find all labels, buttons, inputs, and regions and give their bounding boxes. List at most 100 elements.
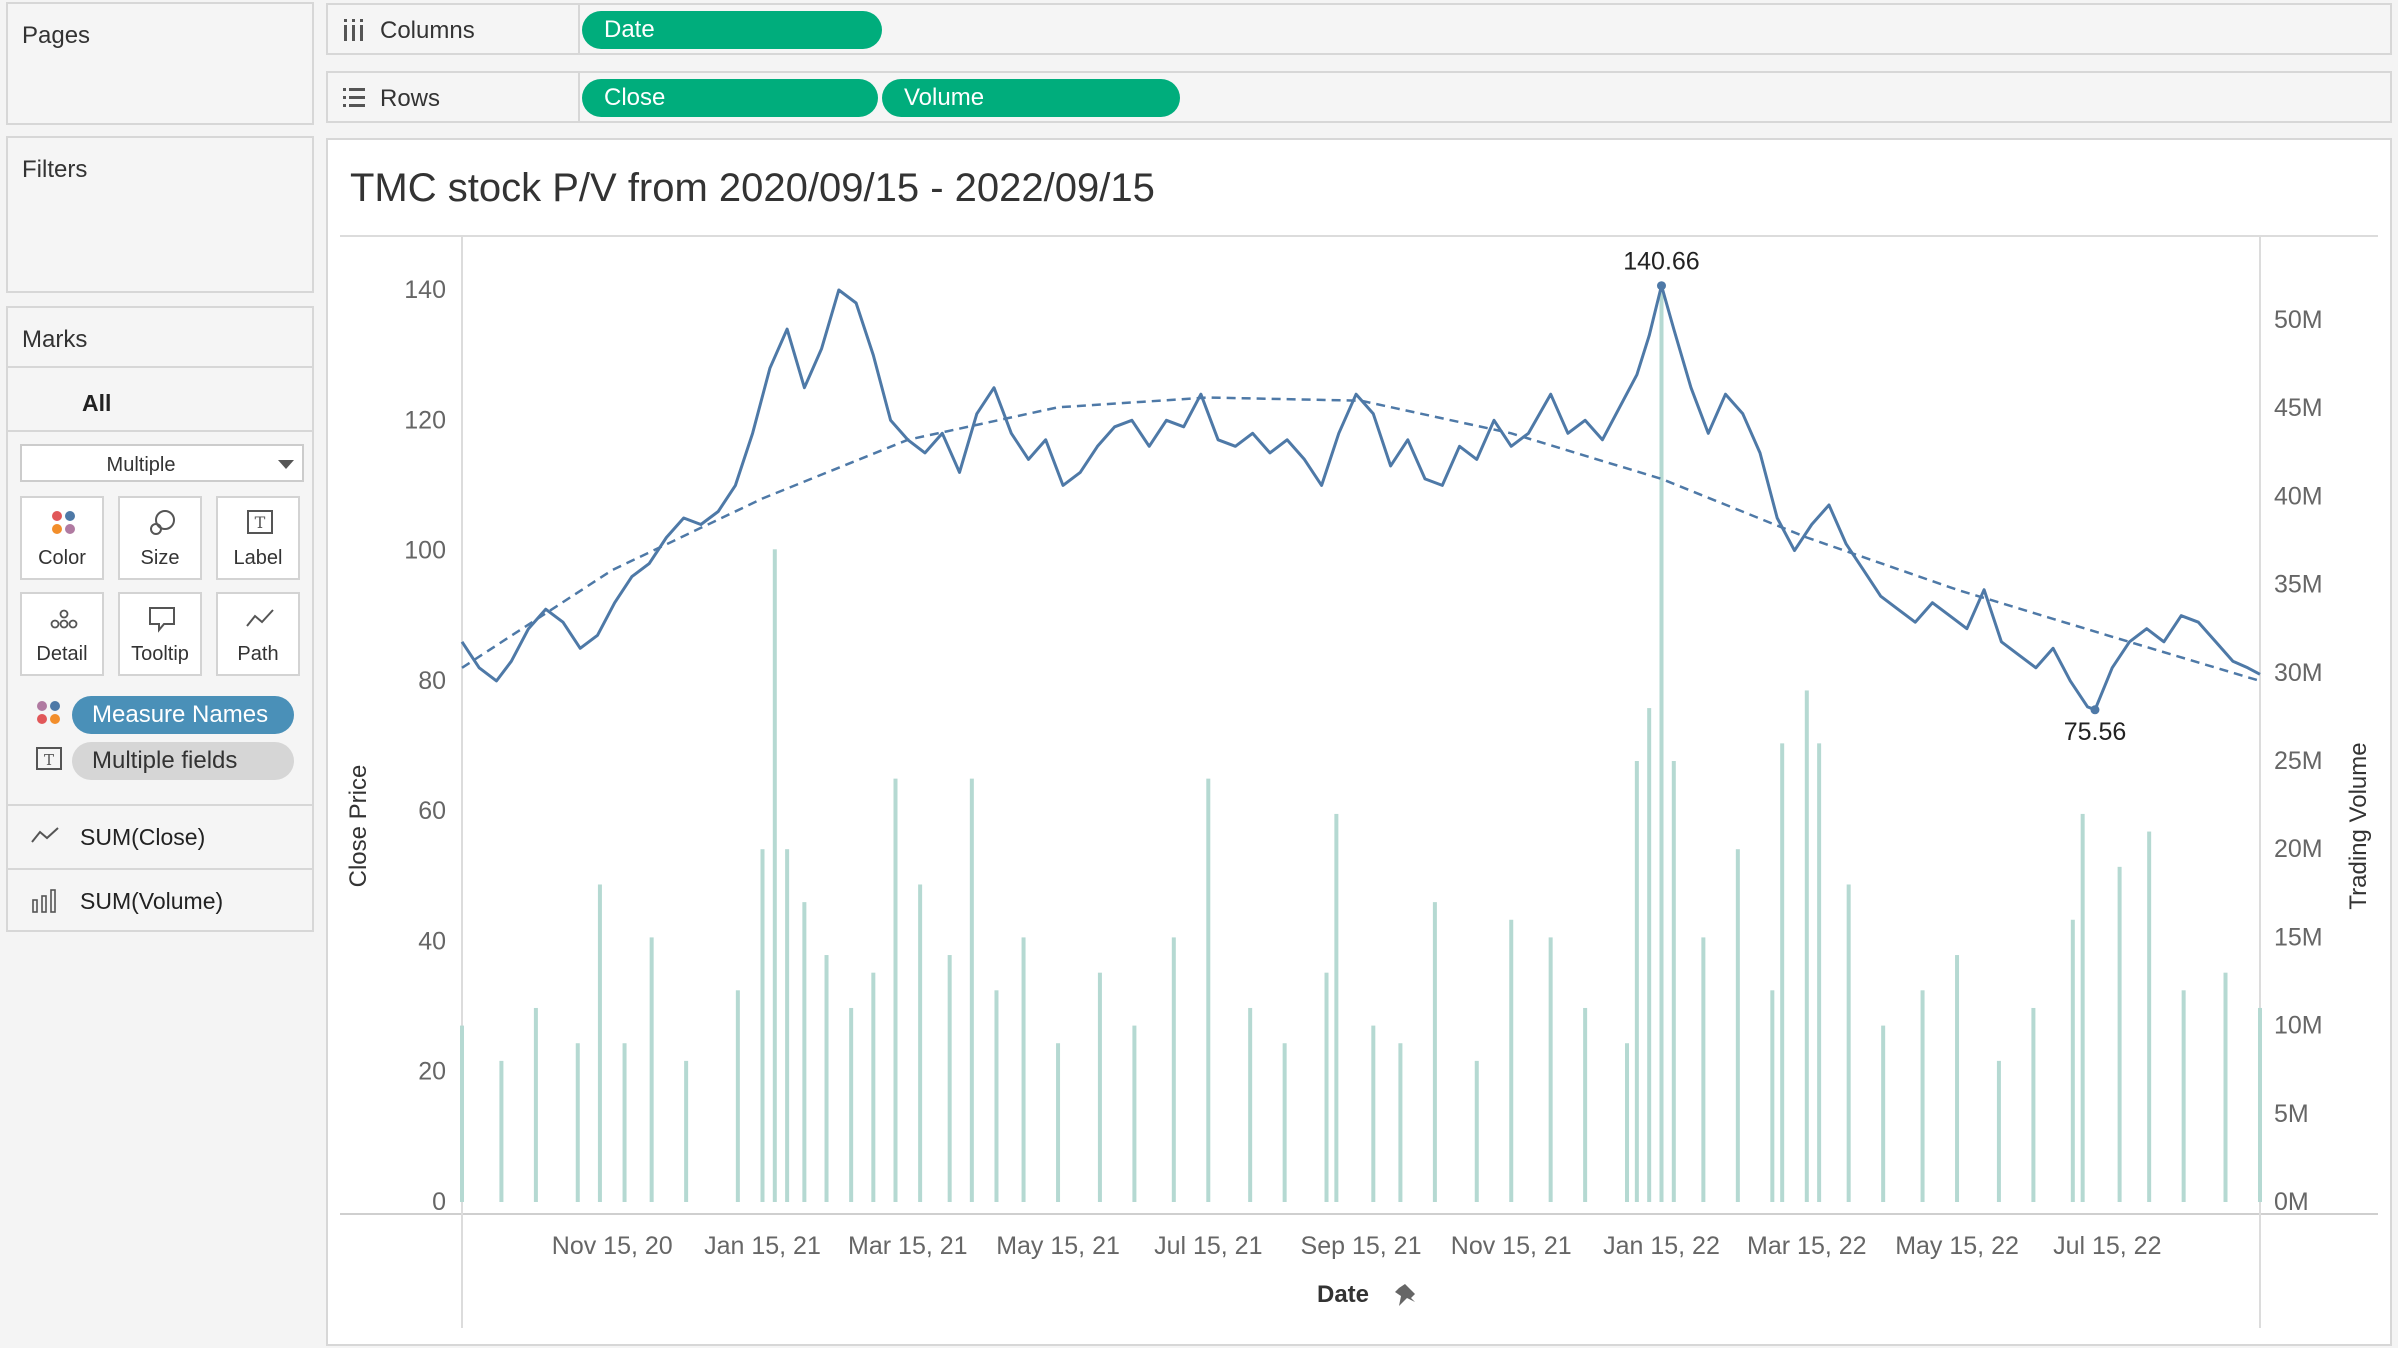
date-pill[interactable]: Date: [582, 11, 882, 49]
color-dots-icon: [52, 511, 75, 534]
chart-canvas[interactable]: 0 20 40 60 80 100 120 140 Close Price 0M 5M 10M 15M…: [328, 140, 2390, 1344]
volume-bar: [2080, 813, 2085, 1202]
volume-bar: [1647, 708, 1652, 1202]
rows-icon: [343, 88, 365, 107]
marks-card: Marks All Multiple Color Size T Label: [6, 306, 314, 932]
path-button[interactable]: Path: [216, 592, 300, 676]
volume-bar: [1920, 990, 1925, 1202]
annotation-label: 75.56: [2064, 718, 2127, 746]
right-axis-tick-label: 40M: [2274, 482, 2323, 510]
mark-type-dropdown[interactable]: Multiple: [20, 444, 304, 482]
volume-bar: [2117, 866, 2122, 1202]
volume-bar: [622, 1043, 627, 1202]
volume-bar: [947, 955, 952, 1202]
x-axis-tick-label: Jan 15, 21: [704, 1232, 821, 1260]
volume-bar: [1881, 1025, 1886, 1202]
x-axis-tick-label: Nov 15, 21: [1451, 1232, 1572, 1260]
x-axis-tick-label: May 15, 22: [1895, 1232, 2019, 1260]
columns-shelf[interactable]: Columns Date: [326, 3, 2392, 55]
annotations: 140.66 75.56: [1623, 248, 2126, 746]
marks-all-tab[interactable]: All: [82, 390, 112, 416]
left-axis-tick-label: 100: [404, 537, 446, 565]
volume-bar: [597, 884, 602, 1202]
right-axis-title: Trading Volume: [2345, 742, 2372, 909]
sum-volume-label: SUM(Volume): [80, 888, 224, 914]
pages-card[interactable]: Pages: [6, 2, 314, 125]
right-axis-tick-label: 0M: [2274, 1188, 2309, 1216]
trend-line: [461, 396, 2261, 683]
label-button[interactable]: T Label: [216, 496, 300, 580]
volume-bar: [994, 990, 999, 1202]
volume-bar: [1659, 284, 1664, 1203]
volume-bar: [735, 990, 740, 1202]
label-icon: T: [36, 747, 62, 770]
close-pill-label: Close: [604, 84, 666, 111]
volume-bar: [1334, 813, 1339, 1202]
volume-bar: [1780, 743, 1785, 1202]
volume-bar: [760, 849, 765, 1202]
volume-bar: [893, 778, 898, 1202]
x-axis-tick-label: Mar 15, 22: [1747, 1232, 1867, 1260]
detail-button[interactable]: Detail: [20, 592, 104, 676]
color-dots-icon: [37, 701, 60, 724]
volume-bar: [533, 1007, 538, 1202]
volume-bar: [2181, 990, 2186, 1202]
rows-shelf-header: Rows: [328, 73, 580, 121]
filters-card[interactable]: Filters: [6, 136, 314, 293]
right-axis-tick-label: 45M: [2274, 394, 2323, 422]
price-line: [460, 284, 2261, 712]
sum-close-row[interactable]: SUM(Close): [8, 804, 312, 868]
volume-bar: [871, 972, 876, 1202]
columns-label: Columns: [380, 17, 475, 44]
bar-icon: [32, 889, 56, 913]
marks-title: Marks: [22, 326, 88, 353]
pages-title: Pages: [22, 22, 91, 49]
tooltip-button[interactable]: Tooltip: [118, 592, 202, 676]
volume-bar: [460, 1025, 464, 1202]
measure-names-pill-label: Measure Names: [92, 701, 269, 728]
volume-bar: [969, 778, 974, 1202]
volume-bar: [1583, 1007, 1588, 1202]
x-axis: Nov 15, 20 Jan 15, 21 Mar 15, 21 May 15, 21…: [552, 1232, 2162, 1308]
date-pill-label: Date: [604, 16, 655, 43]
volume-bar: [1056, 1043, 1061, 1202]
volume-bar: [772, 549, 777, 1202]
color-button[interactable]: Color: [20, 496, 104, 580]
left-axis-title: Close Price: [345, 765, 372, 888]
left-axis-tick-label: 80: [418, 667, 446, 695]
chart-title: TMC stock P/V from 2020/09/15 - 2022/09/…: [350, 166, 1155, 210]
left-axis-tick-label: 60: [418, 797, 446, 825]
volume-bar: [2147, 831, 2152, 1202]
volume-bar: [2070, 919, 2075, 1202]
volume-bar: [1371, 1025, 1376, 1202]
left-axis-tick-label: 40: [418, 927, 446, 955]
multiple-fields-pill-label: Multiple fields: [92, 747, 238, 774]
rows-shelf[interactable]: Rows Close Volume: [326, 71, 2392, 123]
x-axis-tick-label: Nov 15, 20: [552, 1232, 673, 1260]
volume-bar: [1398, 1043, 1403, 1202]
left-axis-tick-label: 20: [418, 1058, 446, 1086]
chevron-down-icon[interactable]: [278, 460, 294, 469]
multiple-fields-pill[interactable]: Multiple fields: [72, 742, 294, 780]
sum-volume-row[interactable]: SUM(Volume): [8, 868, 312, 932]
line-icon: [31, 827, 59, 843]
marks-divider: [8, 430, 312, 432]
volume-bar: [1817, 743, 1822, 1202]
right-axis-tick-label: 25M: [2274, 747, 2323, 775]
right-axis-tick-label: 5M: [2274, 1100, 2309, 1128]
x-axis-tick-label: Jan 15, 22: [1603, 1232, 1720, 1260]
measure-names-pill[interactable]: Measure Names: [72, 696, 294, 734]
close-pill[interactable]: Close: [582, 79, 878, 117]
volume-bar: [1634, 761, 1639, 1202]
volume-pill[interactable]: Volume: [882, 79, 1180, 117]
x-axis-tick-label: May 15, 21: [996, 1232, 1120, 1260]
mark-type-value: Multiple: [106, 454, 176, 476]
size-icon: [150, 510, 175, 535]
x-axis-tick-label: Mar 15, 21: [848, 1232, 968, 1260]
filters-title: Filters: [22, 156, 88, 183]
volume-pill-label: Volume: [904, 84, 985, 111]
tooltip-icon: [149, 607, 175, 633]
volume-bar: [1804, 690, 1809, 1202]
price-line-group: [460, 284, 2261, 712]
size-button[interactable]: Size: [118, 496, 202, 580]
